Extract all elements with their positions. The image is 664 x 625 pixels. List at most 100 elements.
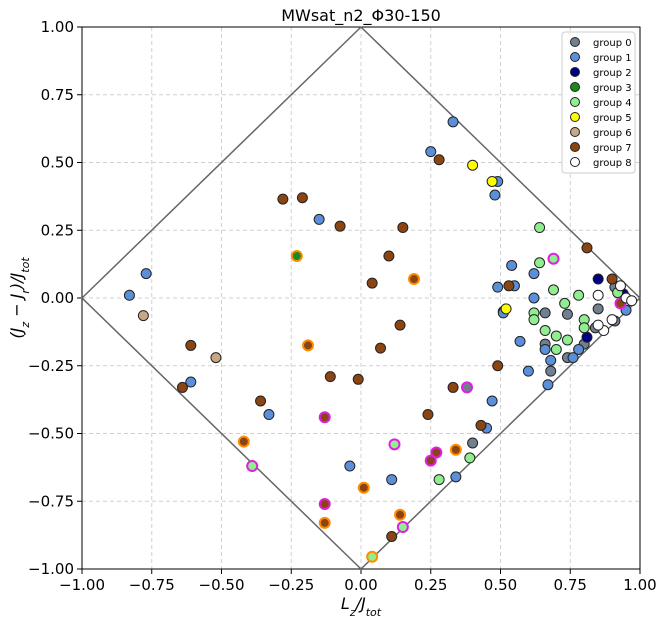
point [547, 252, 560, 265]
point [425, 146, 437, 158]
point [534, 257, 546, 269]
point [467, 159, 479, 171]
point [246, 460, 259, 473]
point [467, 437, 479, 449]
point [486, 175, 498, 187]
point [592, 319, 604, 331]
x-tick-label: −0.50 [199, 576, 245, 594]
point [318, 411, 331, 424]
point [334, 220, 346, 232]
point [464, 452, 476, 464]
point [449, 443, 462, 456]
y-tick-label: 0.25 [41, 221, 74, 239]
point [581, 331, 593, 343]
y-axis-label-part: z [19, 322, 32, 329]
point [430, 446, 443, 459]
point [408, 273, 421, 286]
point [606, 314, 618, 326]
point [123, 289, 135, 301]
y-tick-label: −0.25 [28, 357, 74, 375]
legend-marker [570, 82, 580, 92]
y-axis-label-part: tot [19, 257, 32, 273]
y-tick-label: −0.50 [28, 425, 74, 443]
y-tick-label: 0.00 [41, 289, 74, 307]
point [394, 319, 406, 331]
point [550, 343, 562, 355]
point [542, 379, 554, 391]
point [626, 295, 638, 307]
point [514, 335, 526, 347]
legend-label: group 5 [593, 113, 632, 124]
point [561, 308, 573, 320]
point [489, 189, 501, 201]
point [561, 334, 573, 346]
x-tick-label: −0.25 [268, 576, 314, 594]
legend-marker [570, 142, 580, 152]
point [344, 460, 356, 472]
point [255, 395, 267, 407]
point [176, 381, 188, 393]
point [433, 474, 445, 486]
y-tick-label: 0.75 [41, 86, 74, 104]
point [550, 330, 562, 342]
x-tick-label: 0.75 [554, 576, 587, 594]
y-tick-label: 1.00 [41, 18, 74, 36]
point [539, 307, 551, 319]
point [290, 249, 303, 262]
y-axis-label-part: r [19, 288, 32, 294]
y-axis-label-part: − J [7, 293, 26, 322]
legend-marker [570, 52, 580, 62]
x-tick-label: 0.50 [484, 576, 517, 594]
x-axis-label-part: tot [366, 606, 382, 619]
point [522, 365, 534, 377]
point [318, 516, 331, 529]
point [185, 339, 197, 351]
y-tick-label: −0.75 [28, 492, 74, 510]
point [386, 474, 398, 486]
point [578, 322, 590, 334]
point [357, 481, 370, 494]
legend-marker [570, 97, 580, 107]
point [394, 508, 407, 521]
chart-title: MWsat_n2_Φ30-150 [281, 6, 441, 26]
x-axis-label-part: z [349, 606, 356, 619]
point [503, 280, 515, 292]
point [210, 352, 222, 364]
point [528, 292, 540, 304]
point [140, 268, 152, 280]
legend-label: group 8 [593, 158, 632, 169]
point [366, 550, 379, 563]
x-axis-label-part: L [341, 594, 350, 613]
point [486, 395, 498, 407]
point [492, 281, 504, 293]
point [318, 497, 331, 510]
point [313, 213, 325, 225]
x-tick-label: −1.00 [59, 576, 105, 594]
point [475, 419, 487, 431]
legend-marker [570, 67, 580, 77]
point [296, 192, 308, 204]
point [447, 381, 459, 393]
x-tick-label: −0.75 [129, 576, 175, 594]
point [185, 376, 197, 388]
x-tick-label: 0.00 [344, 576, 377, 594]
point [277, 193, 289, 205]
point [581, 242, 593, 254]
point [528, 314, 540, 326]
point [534, 222, 546, 234]
point [500, 303, 512, 315]
point [592, 303, 604, 315]
y-tick-label: 0.50 [41, 154, 74, 172]
x-tick-label: 0.25 [414, 576, 447, 594]
legend-label: group 1 [593, 53, 632, 64]
point [559, 297, 571, 309]
legend-label: group 3 [593, 83, 632, 94]
point [137, 310, 149, 322]
point [548, 284, 560, 296]
point [545, 354, 557, 366]
point [545, 365, 557, 377]
x-tick-label: 1.00 [623, 576, 656, 594]
point [592, 289, 604, 301]
legend-marker [570, 157, 580, 167]
